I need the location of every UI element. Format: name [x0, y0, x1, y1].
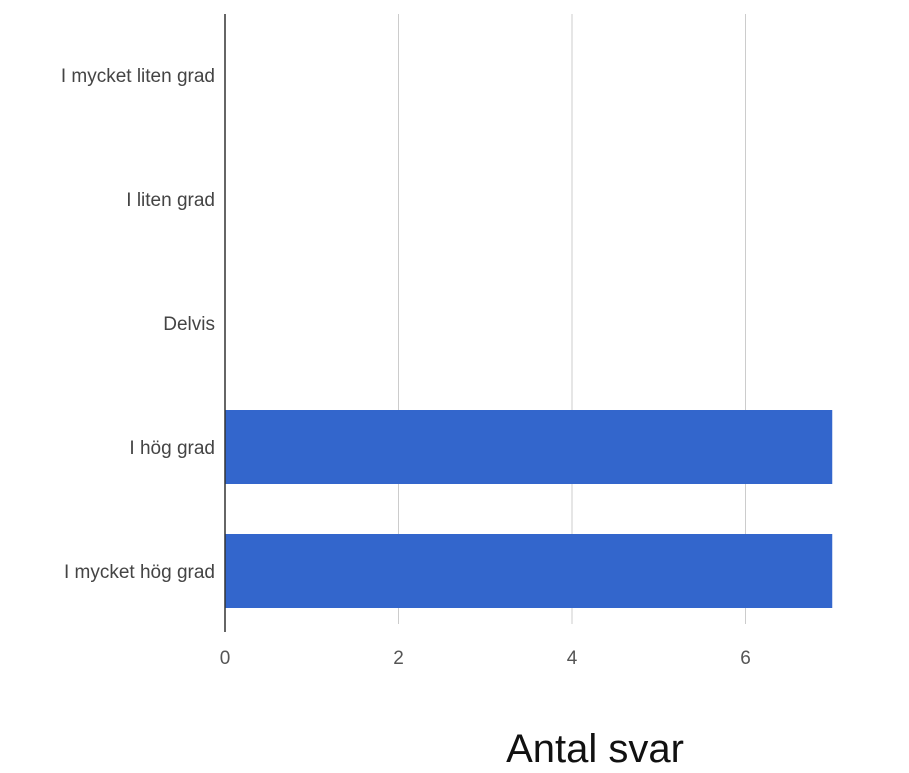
- x-tick-label-0: 0: [220, 648, 231, 669]
- category-labels: I mycket liten grad I liten grad Delvis I h…: [61, 66, 215, 583]
- bar-4: [225, 534, 833, 608]
- gridlines: [398, 14, 746, 624]
- category-label-0: I mycket liten grad: [61, 66, 215, 87]
- category-label-3: I hög grad: [129, 438, 215, 459]
- bar-3: [225, 410, 833, 484]
- bars: [225, 410, 833, 608]
- x-tick-label-2: 2: [393, 648, 404, 669]
- x-tick-label-6: 6: [740, 648, 751, 669]
- x-tick-labels: 0 2 4 6: [220, 648, 751, 669]
- category-label-2: Delvis: [163, 314, 215, 335]
- category-label-1: I liten grad: [126, 190, 215, 211]
- x-tick-label-4: 4: [567, 648, 578, 669]
- x-axis-title: Antal svar: [506, 727, 684, 768]
- category-label-4: I mycket hög grad: [64, 562, 215, 583]
